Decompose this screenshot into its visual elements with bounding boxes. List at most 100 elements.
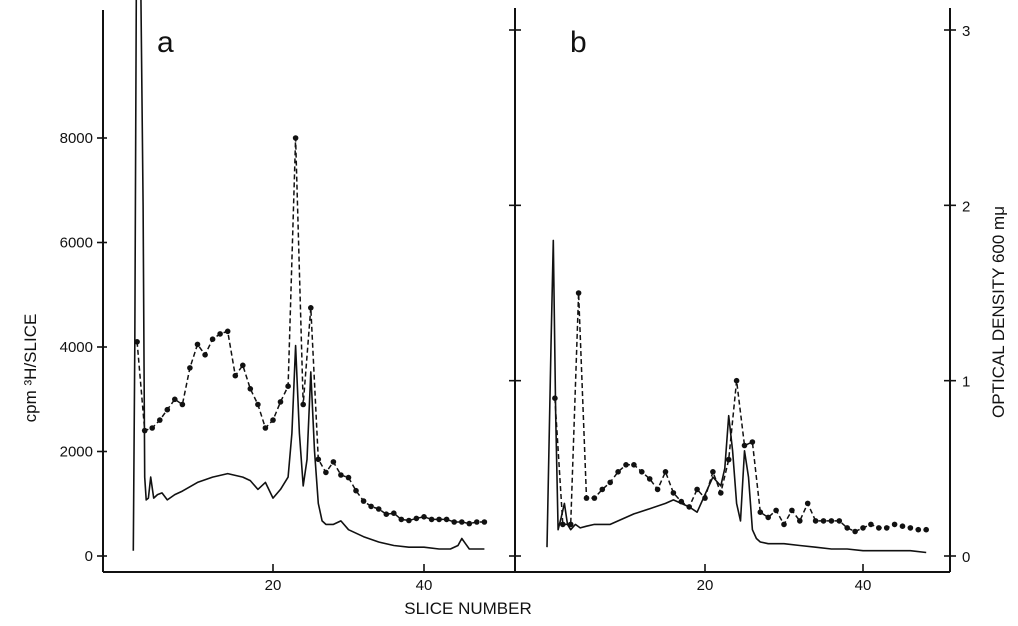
data-point — [134, 339, 140, 345]
data-point — [828, 518, 835, 524]
data-point — [164, 406, 171, 413]
data-point — [179, 401, 186, 408]
y-tick-label: 4000 — [60, 339, 93, 356]
data-point — [187, 365, 193, 371]
data-point — [923, 526, 929, 533]
data-point — [591, 495, 598, 501]
data-point — [781, 521, 787, 528]
data-point — [876, 525, 882, 531]
data-point — [631, 462, 637, 468]
data-point — [639, 469, 645, 475]
data-point — [710, 469, 716, 475]
data-point — [300, 401, 307, 408]
data-point — [773, 507, 779, 514]
data-point — [277, 399, 284, 405]
data-point — [615, 469, 621, 475]
data-point — [789, 507, 795, 514]
data-point — [308, 305, 314, 311]
data-point — [383, 511, 390, 517]
data-point — [481, 519, 488, 525]
panel-label: a — [157, 26, 174, 59]
data-point — [883, 525, 890, 531]
x-tick-label: 40 — [416, 577, 433, 594]
data-point — [474, 519, 480, 525]
panel-label: b — [570, 26, 587, 59]
data-point — [224, 328, 231, 335]
data-point — [172, 396, 178, 403]
data-point — [338, 472, 344, 478]
data-point — [232, 372, 239, 379]
y-tick-label: 0 — [85, 548, 93, 565]
x-axis-label: SLICE NUMBER — [404, 599, 532, 618]
y-tick-label: 8000 — [60, 130, 93, 147]
data-point — [583, 495, 590, 501]
data-point — [466, 520, 473, 527]
data-point — [654, 486, 661, 493]
data-point — [368, 503, 374, 510]
data-point — [270, 417, 276, 423]
data-point — [670, 490, 677, 496]
data-point — [725, 456, 732, 463]
data-point — [247, 386, 254, 392]
data-point — [285, 383, 291, 390]
optical-density-trace — [546, 239, 927, 554]
data-point — [149, 425, 155, 431]
data-point — [804, 500, 811, 507]
y-axis-label-left: cpm ³H/SLICE — [21, 314, 40, 423]
optical-density-trace — [132, 0, 485, 551]
data-point — [353, 487, 359, 494]
data-point — [202, 352, 208, 358]
data-point — [899, 523, 906, 529]
data-point — [421, 514, 427, 520]
data-point — [607, 479, 613, 486]
data-point — [436, 516, 442, 523]
data-point — [718, 490, 724, 496]
data-point — [567, 521, 574, 528]
data-point — [157, 417, 163, 423]
data-point — [330, 459, 337, 465]
y-tick-label: 3 — [962, 23, 970, 40]
data-point — [646, 476, 653, 482]
y-tick-label: 2000 — [60, 444, 93, 461]
data-point — [749, 439, 756, 445]
x-tick-label: 40 — [855, 577, 872, 594]
data-point — [560, 521, 566, 528]
y-axis-label-right: OPTICAL DENSITY 600 mμ — [989, 206, 1008, 418]
data-point — [836, 518, 843, 524]
data-point — [891, 521, 898, 528]
data-point — [375, 506, 382, 512]
data-point — [255, 401, 261, 408]
data-point — [599, 486, 606, 493]
cpm-dashed-line — [554, 292, 927, 533]
data-point — [733, 377, 740, 384]
data-point — [844, 525, 850, 531]
data-point — [413, 515, 420, 522]
panel-a: a 20 40 0 2000 4000 6000 8000 — [60, 0, 521, 594]
data-point — [820, 518, 827, 524]
data-point — [209, 336, 216, 343]
data-point — [765, 514, 771, 521]
x-tick-label: 20 — [265, 577, 282, 594]
data-point — [315, 456, 322, 463]
data-point — [194, 341, 201, 348]
data-point — [398, 516, 405, 523]
y-tick-label: 2 — [962, 198, 970, 215]
data-point — [345, 474, 352, 481]
data-point — [262, 425, 269, 431]
data-point — [812, 518, 819, 524]
data-point — [575, 290, 582, 296]
data-point — [694, 486, 700, 493]
data-point — [868, 521, 874, 528]
data-point — [391, 510, 397, 516]
data-point — [915, 526, 922, 533]
data-point — [217, 331, 223, 337]
data-point — [360, 498, 367, 504]
data-point — [852, 528, 858, 535]
data-point — [406, 517, 412, 524]
data-point — [623, 462, 629, 468]
y-tick-label: 0 — [962, 549, 970, 566]
panel-b: b 20 40 0 1 2 3 — [514, 8, 970, 594]
data-point — [860, 525, 866, 531]
data-point — [797, 518, 803, 524]
